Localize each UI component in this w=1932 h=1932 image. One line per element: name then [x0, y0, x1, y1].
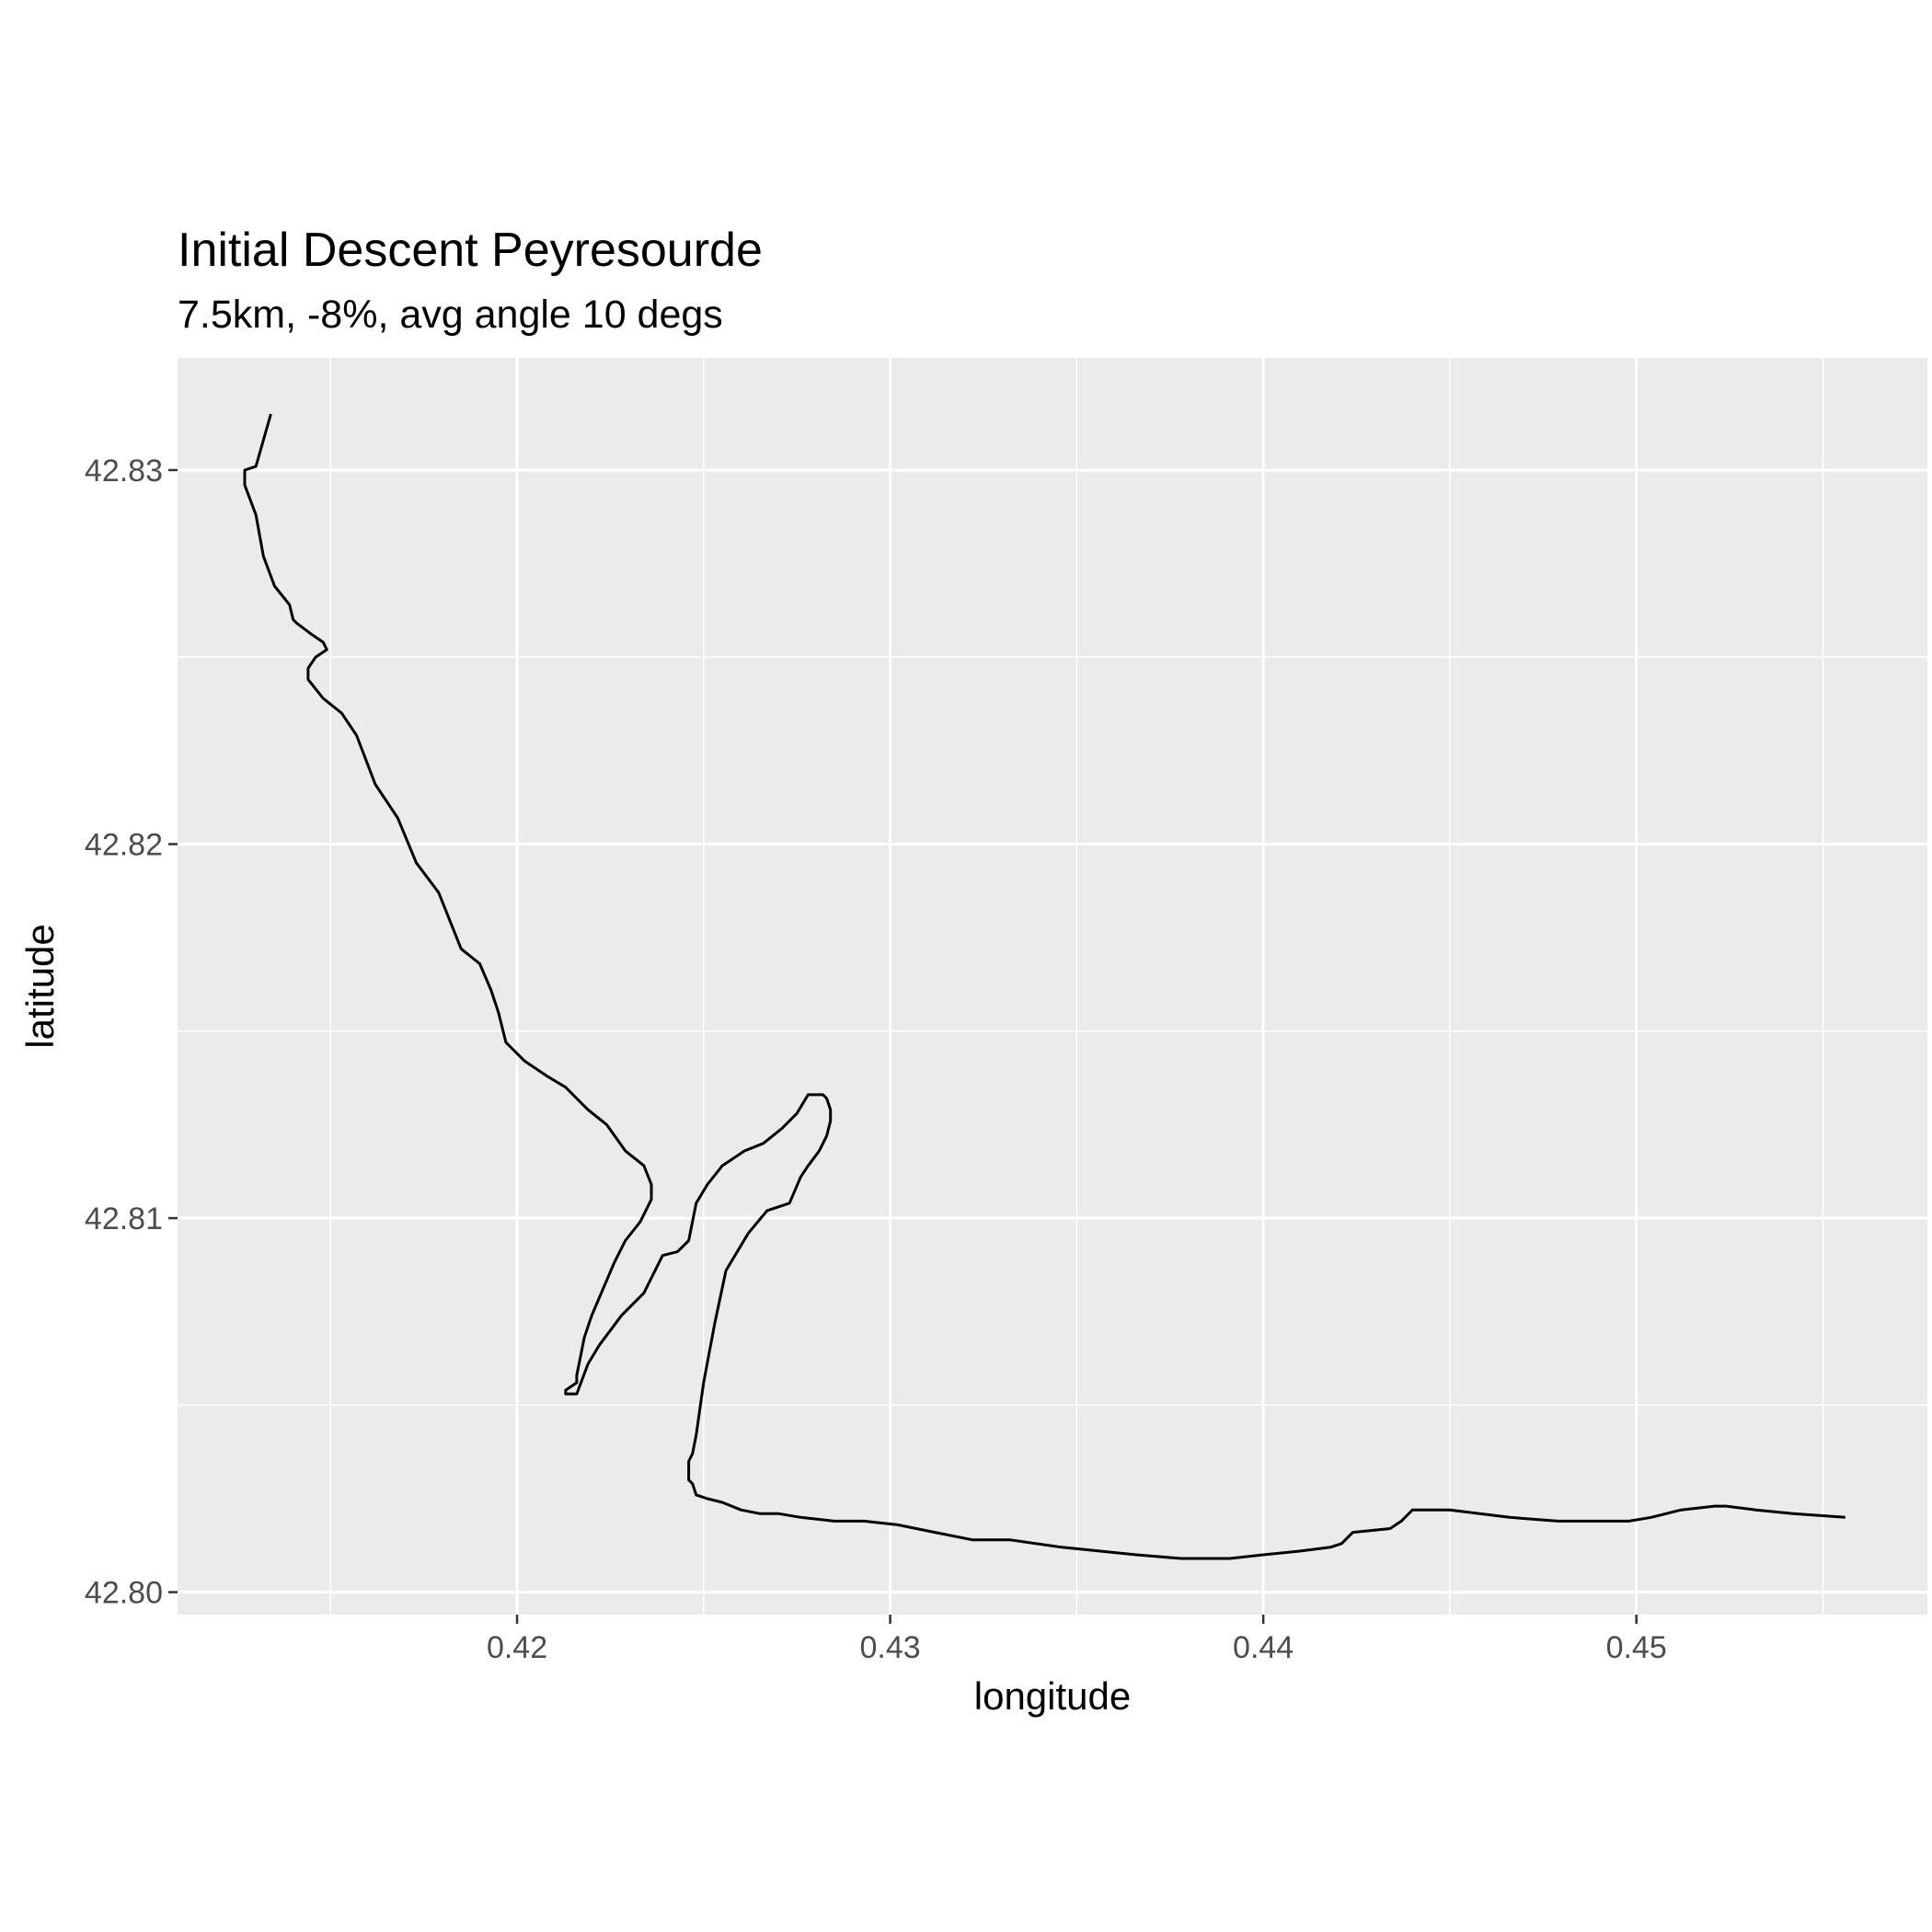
y-tick-label: 42.82	[85, 828, 163, 863]
route-line	[243, 413, 1846, 1560]
y-axis-ticks: 42.80 42.81 42.82 42.83	[85, 454, 178, 1611]
x-axis-ticks: 0.42 0.43 0.44 0.45	[487, 1615, 1667, 1665]
y-axis-title: latitude	[18, 924, 62, 1048]
x-tick-label: 0.44	[1233, 1630, 1294, 1665]
x-tick-label: 0.45	[1606, 1630, 1667, 1665]
x-tick-label: 0.42	[487, 1630, 547, 1665]
plot-panel	[178, 358, 1927, 1615]
chart-subtitle: 7.5km, -8%, avg angle 10 degs	[178, 293, 723, 337]
x-axis-title: longitude	[974, 1674, 1131, 1718]
major-gridlines	[178, 358, 1927, 1615]
chart-title: Initial Descent Peyresourde	[178, 224, 763, 277]
y-tick-label: 42.83	[85, 454, 163, 489]
y-tick-label: 42.80	[85, 1576, 163, 1611]
x-tick-label: 0.43	[859, 1630, 920, 1665]
y-tick-label: 42.81	[85, 1202, 163, 1236]
minor-gridlines	[178, 358, 1927, 1615]
